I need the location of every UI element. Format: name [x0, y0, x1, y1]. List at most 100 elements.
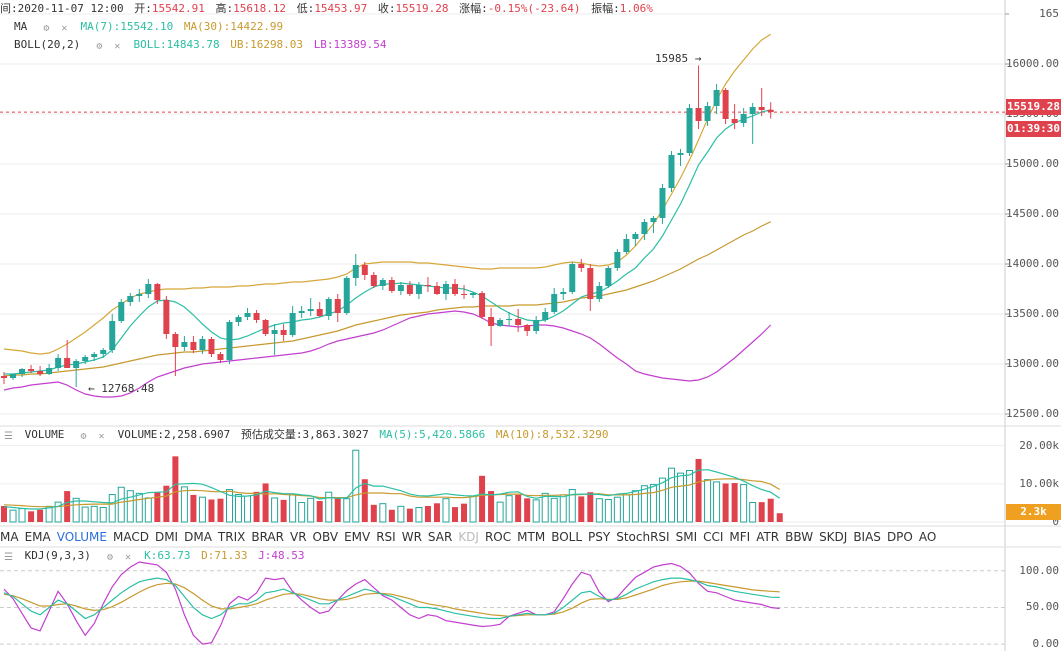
- menu-icon[interactable]: ☰: [4, 552, 13, 563]
- volume-bar: [550, 497, 558, 523]
- boll-value: BOLL:14843.78: [133, 38, 220, 51]
- lb-value: LB:13389.54: [313, 38, 387, 51]
- volume-bar: [154, 492, 161, 522]
- volume-bar: [406, 508, 413, 522]
- volume-ma10-line: [3, 478, 781, 508]
- ohlc-header: 间:2020-11-07 12:00 开:15542.91 高:15618.12…: [0, 2, 657, 16]
- candle-body: [406, 285, 413, 294]
- volume-bar: [198, 496, 206, 523]
- volume-badge: 2.3k: [1006, 504, 1061, 520]
- tab-dma[interactable]: DMA: [184, 530, 212, 544]
- settings-icon[interactable]: ⚙: [96, 41, 103, 52]
- tab-sar[interactable]: SAR: [427, 530, 453, 544]
- candle-body: [208, 339, 215, 354]
- volume-bar: [54, 501, 62, 523]
- tab-psy[interactable]: PSY: [588, 530, 611, 544]
- volume-bar: [28, 511, 35, 522]
- volume-bar: [442, 498, 450, 523]
- candle-body: [695, 108, 702, 121]
- tab-ema[interactable]: EMA: [24, 530, 51, 544]
- volume-bar: [298, 502, 306, 523]
- close-icon[interactable]: ✕: [114, 41, 121, 52]
- volume-bar: [587, 492, 594, 522]
- ma7-line: [4, 109, 771, 375]
- tab-rsi[interactable]: RSI: [376, 530, 396, 544]
- candle-body: [271, 330, 278, 334]
- volume-bar: [731, 483, 738, 522]
- volume-bar: [667, 467, 675, 523]
- tab-mfi[interactable]: MFI: [729, 530, 751, 544]
- volume-bar: [163, 485, 170, 522]
- tab-dpo[interactable]: DPO: [886, 530, 913, 544]
- tab-skdj[interactable]: SKDJ: [819, 530, 848, 544]
- candle-body: [361, 265, 368, 275]
- candle-body: [596, 286, 603, 299]
- volume-bar: [515, 494, 522, 522]
- candle-body: [280, 330, 287, 335]
- amp-value: 1.06%: [619, 2, 653, 15]
- tab-volume[interactable]: VOLUME: [56, 530, 107, 544]
- volume-bar: [433, 503, 440, 522]
- tab-kdj[interactable]: KDJ: [458, 530, 479, 544]
- settings-icon[interactable]: ⚙: [43, 23, 50, 34]
- candle-body: [497, 320, 504, 326]
- tab-vr[interactable]: VR: [289, 530, 307, 544]
- menu-icon[interactable]: ☰: [4, 431, 13, 442]
- volume-bar: [343, 498, 351, 523]
- tab-ao[interactable]: AO: [918, 530, 937, 544]
- tab-ma[interactable]: MA: [0, 530, 19, 544]
- volume-bar: [713, 481, 721, 523]
- low-label: 低:: [296, 2, 315, 15]
- settings-icon[interactable]: ⚙: [80, 431, 87, 442]
- volume-bar: [72, 497, 80, 523]
- price-tick-label: 16000.00: [1006, 57, 1059, 70]
- boll-name: BOLL(20,2): [14, 38, 81, 51]
- close-label: 收:: [377, 2, 396, 15]
- tab-bbw[interactable]: BBW: [785, 530, 814, 544]
- volume-bar: [649, 484, 657, 523]
- tab-mtm[interactable]: MTM: [517, 530, 546, 544]
- volume-bar: [424, 505, 431, 522]
- candle-body: [452, 284, 458, 294]
- close-icon[interactable]: ✕: [124, 552, 131, 563]
- tab-wr[interactable]: WR: [401, 530, 422, 544]
- tab-cci[interactable]: CCI: [703, 530, 724, 544]
- close-icon[interactable]: ✕: [98, 431, 105, 442]
- settings-icon[interactable]: ⚙: [106, 552, 113, 563]
- volume-bar: [677, 472, 684, 523]
- volume-bar: [686, 469, 694, 523]
- volume-value: VOLUME:2,258.6907: [117, 428, 231, 441]
- tab-brar[interactable]: BRAR: [251, 530, 284, 544]
- candle-body: [767, 109, 774, 113]
- candle-body: [100, 350, 107, 354]
- tab-stochrsi[interactable]: StochRSI: [616, 530, 670, 544]
- tab-boll[interactable]: BOLL: [551, 530, 583, 544]
- candle-body: [154, 284, 161, 300]
- candle-body: [46, 368, 53, 374]
- close-icon[interactable]: ✕: [61, 23, 68, 34]
- tab-atr[interactable]: ATR: [756, 530, 780, 544]
- tab-trix[interactable]: TRIX: [217, 530, 246, 544]
- tab-macd[interactable]: MACD: [112, 530, 149, 544]
- volume-bar: [253, 491, 260, 522]
- tab-dmi[interactable]: DMI: [154, 530, 179, 544]
- volume-bar: [397, 505, 405, 523]
- tab-emv[interactable]: EMV: [344, 530, 371, 544]
- volume-bar: [307, 497, 315, 523]
- volume-bar: [180, 486, 188, 523]
- amp-label: 振幅:: [591, 2, 620, 15]
- volume-bar: [758, 502, 765, 522]
- candle-body: [37, 371, 44, 374]
- volume-bar: [532, 499, 540, 523]
- tab-obv[interactable]: OBV: [312, 530, 339, 544]
- candle-body: [650, 218, 657, 222]
- volume-bar: [740, 484, 748, 523]
- volume-bar: [479, 475, 486, 522]
- boll-lower-line: [3, 310, 772, 398]
- tab-bias[interactable]: BIAS: [853, 530, 881, 544]
- volume-bar: [776, 513, 783, 522]
- tab-smi[interactable]: SMI: [675, 530, 698, 544]
- candle-body: [172, 334, 179, 347]
- tab-roc[interactable]: ROC: [484, 530, 512, 544]
